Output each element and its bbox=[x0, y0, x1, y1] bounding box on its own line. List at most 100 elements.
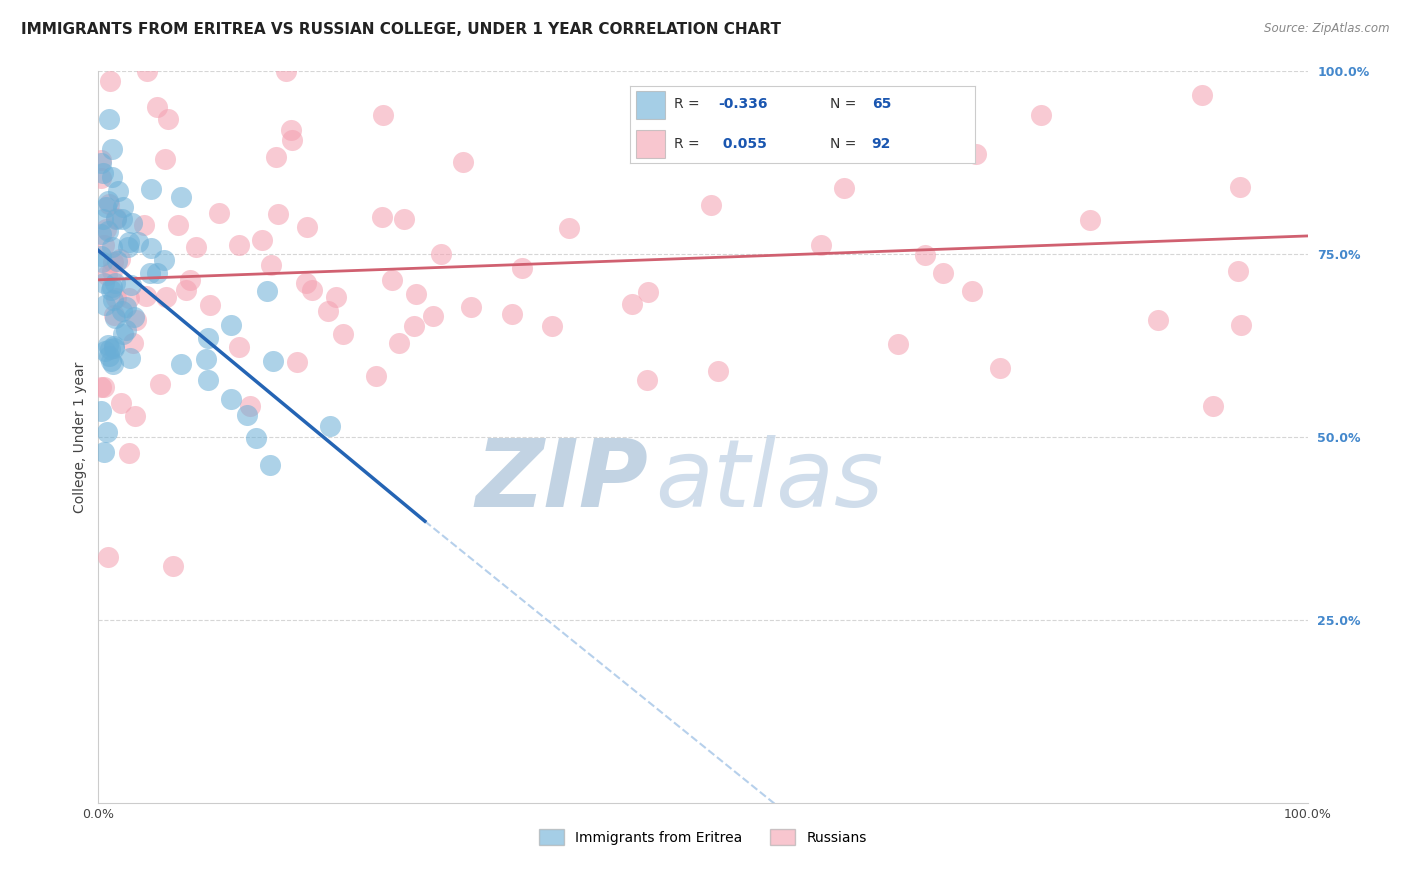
Text: Source: ZipAtlas.com: Source: ZipAtlas.com bbox=[1264, 22, 1389, 36]
Point bbox=[280, 123, 302, 137]
Point bbox=[381, 273, 404, 287]
Point bbox=[810, 238, 832, 252]
Point bbox=[263, 353, 285, 368]
Point bbox=[325, 290, 347, 304]
Point bbox=[100, 283, 122, 297]
Point bbox=[264, 150, 287, 164]
Point bbox=[1080, 212, 1102, 227]
Point bbox=[111, 303, 134, 318]
Point bbox=[139, 182, 162, 196]
Point bbox=[297, 220, 319, 235]
Text: atlas: atlas bbox=[655, 435, 883, 526]
Point bbox=[93, 445, 115, 459]
Point bbox=[97, 224, 120, 238]
Point bbox=[155, 290, 177, 304]
Point bbox=[103, 339, 125, 353]
Point bbox=[100, 169, 122, 184]
Point bbox=[104, 211, 127, 225]
Point bbox=[111, 212, 134, 227]
Point bbox=[90, 153, 112, 168]
Point bbox=[319, 419, 342, 434]
Point bbox=[200, 298, 222, 312]
Point bbox=[93, 237, 115, 252]
Point bbox=[707, 364, 730, 378]
Legend: Immigrants from Eritrea, Russians: Immigrants from Eritrea, Russians bbox=[534, 823, 872, 851]
Point bbox=[558, 221, 581, 235]
Point bbox=[259, 458, 281, 472]
Point bbox=[149, 376, 172, 391]
Point bbox=[90, 380, 112, 394]
Point bbox=[135, 64, 157, 78]
Point bbox=[118, 445, 141, 459]
Point bbox=[118, 291, 141, 305]
Point bbox=[194, 351, 217, 366]
Point bbox=[93, 276, 115, 290]
Point bbox=[120, 351, 142, 365]
Point bbox=[404, 318, 426, 333]
Point bbox=[430, 247, 453, 261]
Point bbox=[156, 112, 179, 126]
Point bbox=[285, 354, 308, 368]
Point bbox=[392, 212, 415, 227]
Point bbox=[101, 293, 124, 307]
Point bbox=[274, 64, 297, 78]
Point bbox=[107, 184, 129, 198]
Point bbox=[914, 248, 936, 262]
Point bbox=[501, 306, 523, 320]
Y-axis label: College, Under 1 year: College, Under 1 year bbox=[73, 361, 87, 513]
Point bbox=[108, 252, 131, 267]
Point bbox=[101, 240, 124, 254]
Point bbox=[122, 310, 145, 325]
Point bbox=[965, 147, 987, 161]
Point bbox=[245, 431, 267, 445]
Point bbox=[1229, 318, 1251, 332]
Point bbox=[179, 273, 201, 287]
Point bbox=[115, 323, 138, 337]
Point bbox=[121, 216, 143, 230]
Point bbox=[94, 344, 117, 359]
Point bbox=[388, 335, 411, 350]
Point bbox=[101, 357, 124, 371]
Point bbox=[960, 284, 983, 298]
Point bbox=[103, 309, 125, 323]
Point bbox=[373, 108, 395, 122]
Point bbox=[132, 218, 155, 232]
Point bbox=[125, 313, 148, 327]
Point bbox=[301, 283, 323, 297]
Point bbox=[93, 380, 115, 394]
Point bbox=[281, 133, 304, 147]
Point bbox=[103, 255, 125, 269]
Point bbox=[97, 550, 120, 565]
Point bbox=[1202, 399, 1225, 413]
Point bbox=[167, 219, 190, 233]
Point bbox=[219, 392, 242, 406]
Point bbox=[96, 425, 118, 440]
Point bbox=[94, 298, 117, 312]
Point bbox=[540, 319, 562, 334]
Point bbox=[267, 207, 290, 221]
Point bbox=[184, 240, 207, 254]
Point bbox=[112, 326, 135, 341]
Point bbox=[259, 258, 281, 272]
Point bbox=[451, 154, 474, 169]
Point bbox=[153, 152, 176, 166]
Point bbox=[332, 326, 354, 341]
Point bbox=[97, 349, 120, 363]
Point bbox=[124, 409, 146, 423]
Point bbox=[93, 166, 115, 180]
Point bbox=[295, 277, 318, 291]
Point bbox=[886, 337, 908, 351]
Point bbox=[460, 300, 482, 314]
Point bbox=[97, 338, 120, 352]
Point bbox=[110, 396, 132, 410]
Point bbox=[422, 309, 444, 323]
Point bbox=[364, 368, 387, 383]
Point bbox=[316, 304, 339, 318]
Point bbox=[90, 156, 112, 170]
Point bbox=[510, 260, 533, 275]
Point bbox=[932, 266, 955, 280]
Point bbox=[239, 399, 262, 413]
Point bbox=[103, 341, 125, 355]
Point bbox=[170, 190, 193, 204]
Point bbox=[636, 373, 658, 387]
